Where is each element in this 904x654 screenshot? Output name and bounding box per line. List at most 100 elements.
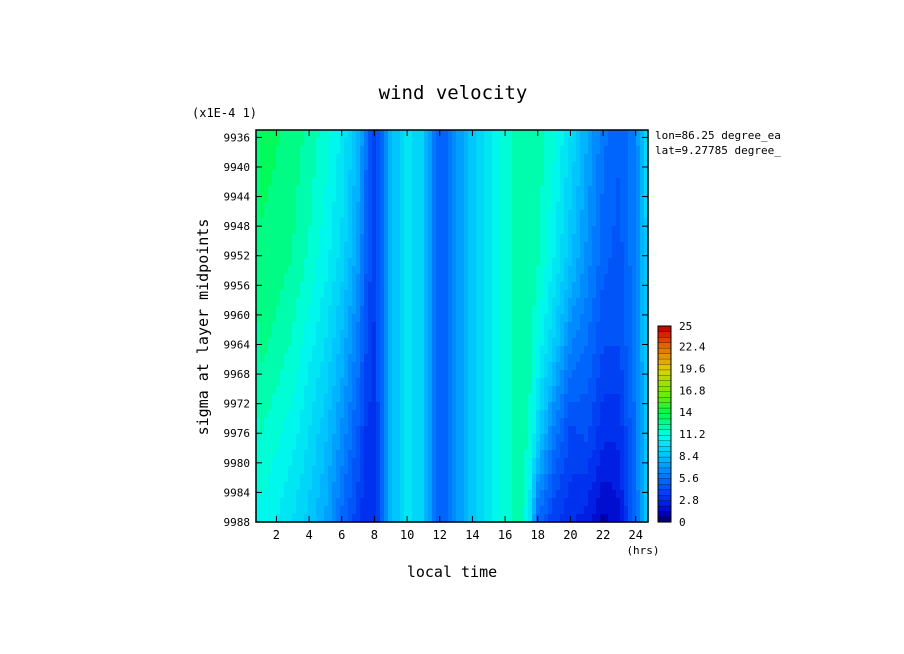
heatmap-cell [388,394,393,403]
heatmap-cell [636,482,641,491]
heatmap-cell [544,362,549,371]
heatmap-cell [440,362,445,371]
heatmap-cell [604,490,609,499]
heatmap-cell [308,514,313,523]
heatmap-cell [292,322,297,331]
heatmap-cell [540,210,545,219]
heatmap-cell [372,178,377,187]
heatmap-cell [464,330,469,339]
heatmap-cell [260,282,265,291]
heatmap-cell [372,290,377,299]
heatmap-cell [280,490,285,499]
heatmap-cell [332,338,337,347]
heatmap-cell [340,434,345,443]
heatmap-cell [560,146,565,155]
heatmap-cell [608,170,613,179]
heatmap-cell [384,170,389,179]
heatmap-cell [276,410,281,419]
heatmap-cell [428,162,433,171]
heatmap-cell [260,394,265,403]
heatmap-cell [596,250,601,259]
heatmap-cell [392,514,397,523]
heatmap-cell [636,490,641,499]
heatmap-cell [564,242,569,251]
heatmap-cell [552,234,557,243]
heatmap-cell [344,202,349,211]
heatmap-cell [256,506,261,515]
heatmap-cell [440,354,445,363]
heatmap-cell [644,298,649,307]
heatmap-cell [632,378,637,387]
heatmap-cell [332,226,337,235]
heatmap-cell [460,370,465,379]
heatmap-cell [348,490,353,499]
heatmap-cell [476,426,481,435]
heatmap-cell [432,250,437,259]
heatmap-cell [604,370,609,379]
heatmap-cell [556,362,561,371]
heatmap-cell [592,426,597,435]
heatmap-cell [352,418,357,427]
heatmap-cell [564,490,569,499]
heatmap-cell [488,162,493,171]
heatmap-cell [464,410,469,419]
heatmap-cell [420,426,425,435]
heatmap-cell [344,274,349,283]
heatmap-cell [424,290,429,299]
heatmap-cell [412,162,417,171]
heatmap-cell [316,298,321,307]
heatmap-cell [336,370,341,379]
heatmap-cell [320,290,325,299]
heatmap-cell [420,386,425,395]
heatmap-cell [320,386,325,395]
heatmap-cell [412,466,417,475]
heatmap-cell [620,298,625,307]
heatmap-cell [308,298,313,307]
heatmap-cell [496,354,501,363]
heatmap-cell [336,394,341,403]
heatmap-cell [348,306,353,315]
heatmap-cell [380,442,385,451]
heatmap-cell [544,458,549,467]
heatmap-cell [468,354,473,363]
heatmap-cell [356,202,361,211]
heatmap-cell [576,458,581,467]
heatmap-cell [360,234,365,243]
heatmap-cell [288,330,293,339]
heatmap-cell [352,258,357,267]
heatmap-cell [564,362,569,371]
heatmap-cell [336,426,341,435]
heatmap-cell [360,362,365,371]
heatmap-cell [584,234,589,243]
heatmap-cell [592,250,597,259]
heatmap-cell [320,274,325,283]
heatmap-cell [492,226,497,235]
heatmap-cell [284,250,289,259]
heatmap-cell [640,306,645,315]
heatmap-cell [344,162,349,171]
heatmap-cell [272,498,277,507]
heatmap-cell [436,458,441,467]
heatmap-cell [532,290,537,299]
heatmap-cell [432,202,437,211]
heatmap-cell [364,226,369,235]
heatmap-cell [284,218,289,227]
heatmap-cell [552,250,557,259]
heatmap-cell [604,306,609,315]
heatmap-cell [284,242,289,251]
heatmap-cell [268,330,273,339]
heatmap-cell [460,442,465,451]
heatmap-cell [352,282,357,291]
heatmap-cell [532,258,537,267]
heatmap-cell [456,258,461,267]
heatmap-cell [536,402,541,411]
heatmap-cell [264,402,269,411]
heatmap-cell [508,330,513,339]
heatmap-cell [320,266,325,275]
heatmap-cell [408,354,413,363]
heatmap-cell [484,274,489,283]
heatmap-cell [484,386,489,395]
heatmap-cell [404,450,409,459]
heatmap-cell [432,138,437,147]
heatmap-cell [604,194,609,203]
